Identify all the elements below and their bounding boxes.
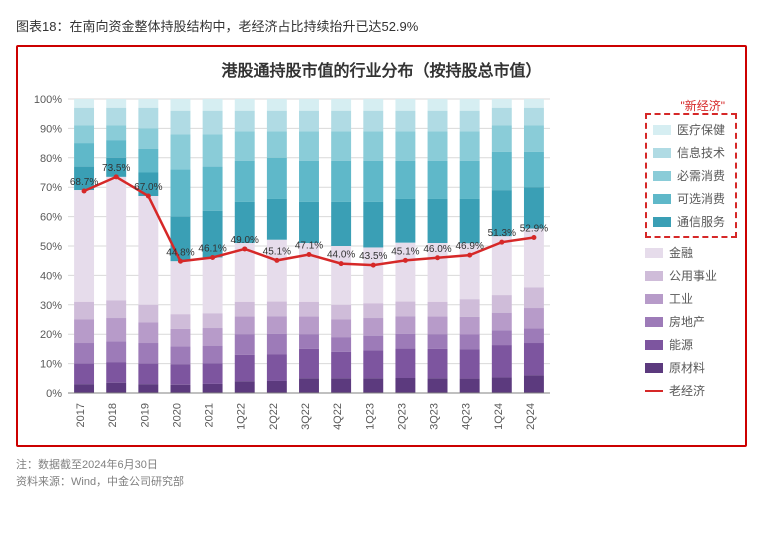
chart-container: 港股通持股市值的行业分布（按持股总市值） 0% 10% 20% 30% 40% 50% 60… xyxy=(16,45,747,447)
svg-text:73.5%: 73.5% xyxy=(102,163,130,174)
plot-area: 0% 10% 20% 30% 40% 50% 60% 70% 80% 90% 100% 2017 201… xyxy=(26,89,637,439)
svg-text:2021: 2021 xyxy=(204,403,216,427)
svg-text:1Q23: 1Q23 xyxy=(364,403,376,430)
footnote-line: 资料来源：Wind，中金公司研究部 xyxy=(16,474,747,491)
legend-line-swatch xyxy=(645,390,663,392)
svg-text:46.9%: 46.9% xyxy=(455,241,483,252)
legend-label: 原材料 xyxy=(669,359,705,376)
svg-text:2Q22: 2Q22 xyxy=(268,403,280,430)
svg-text:43.5%: 43.5% xyxy=(359,251,387,262)
legend-swatch xyxy=(645,340,663,350)
svg-text:47.1%: 47.1% xyxy=(295,241,323,252)
legend-label: 信息技术 xyxy=(677,144,725,161)
legend-item: 房地产 xyxy=(645,313,737,330)
svg-text:3Q22: 3Q22 xyxy=(300,403,312,430)
svg-text:67.0%: 67.0% xyxy=(134,182,162,193)
svg-text:44.0%: 44.0% xyxy=(327,250,355,261)
chart-svg: 0% 10% 20% 30% 40% 50% 60% 70% 80% 90% 100% 2017 201… xyxy=(26,89,556,439)
svg-text:2017: 2017 xyxy=(75,403,87,427)
legend-item: 通信服务 xyxy=(653,213,729,230)
legend-item: 可选消费 xyxy=(653,190,729,207)
svg-text:45.1%: 45.1% xyxy=(263,246,291,257)
svg-text:49.0%: 49.0% xyxy=(231,235,259,246)
svg-text:2018: 2018 xyxy=(107,403,119,427)
svg-text:0%: 0% xyxy=(46,388,62,400)
legend-label: 通信服务 xyxy=(677,213,725,230)
svg-text:2Q24: 2Q24 xyxy=(525,403,537,430)
svg-text:2020: 2020 xyxy=(171,403,183,427)
svg-text:45.1%: 45.1% xyxy=(391,246,419,257)
footnote-line: 注：数据截至2024年6月30日 xyxy=(16,457,747,474)
legend-label: 房地产 xyxy=(669,313,705,330)
svg-text:4Q22: 4Q22 xyxy=(332,403,344,430)
svg-text:1Q22: 1Q22 xyxy=(236,403,248,430)
legend-group-title: "新经济" xyxy=(680,97,725,114)
legend-swatch xyxy=(653,125,671,135)
figure-caption: 图表18：在南向资金整体持股结构中，老经济占比持续抬升已达52.9% xyxy=(16,16,747,35)
legend-item: 必需消费 xyxy=(653,167,729,184)
legend-label: 能源 xyxy=(669,336,693,353)
legend-item: 原材料 xyxy=(645,359,737,376)
chart-title: 港股通持股市值的行业分布（按持股总市值） xyxy=(26,57,737,81)
svg-text:3Q23: 3Q23 xyxy=(429,403,441,430)
legend-swatch xyxy=(653,148,671,158)
legend-swatch xyxy=(645,317,663,327)
svg-text:68.7%: 68.7% xyxy=(70,177,98,188)
legend-item: 公用事业 xyxy=(645,267,737,284)
legend-swatch xyxy=(653,194,671,204)
svg-text:100%: 100% xyxy=(34,94,62,106)
legend-swatch xyxy=(653,217,671,227)
legend-item: 信息技术 xyxy=(653,144,729,161)
svg-text:1Q24: 1Q24 xyxy=(493,403,505,430)
legend-item: 老经济 xyxy=(645,382,737,399)
legend-label: 公用事业 xyxy=(669,267,717,284)
svg-text:60%: 60% xyxy=(40,212,62,224)
legend-item: 能源 xyxy=(645,336,737,353)
legend-swatch xyxy=(645,248,663,258)
svg-text:2019: 2019 xyxy=(139,403,151,427)
svg-text:10%: 10% xyxy=(40,359,62,371)
svg-text:4Q23: 4Q23 xyxy=(461,403,473,430)
svg-text:51.3%: 51.3% xyxy=(488,228,516,239)
svg-text:40%: 40% xyxy=(40,270,62,282)
legend-swatch xyxy=(645,271,663,281)
chart-legend: "新经济" 医疗保健信息技术必需消费可选消费通信服务金融公用事业工业房地产能源原材… xyxy=(645,89,737,439)
legend-swatch xyxy=(645,294,663,304)
svg-text:80%: 80% xyxy=(40,153,62,165)
svg-text:50%: 50% xyxy=(40,241,62,253)
legend-item: 工业 xyxy=(645,290,737,307)
chart-footnote: 注：数据截至2024年6月30日 资料来源：Wind，中金公司研究部 xyxy=(16,457,747,490)
legend-item: 金融 xyxy=(645,244,737,261)
svg-text:90%: 90% xyxy=(40,123,62,135)
svg-text:70%: 70% xyxy=(40,182,62,194)
legend-label: 必需消费 xyxy=(677,167,725,184)
svg-text:30%: 30% xyxy=(40,300,62,312)
svg-text:46.0%: 46.0% xyxy=(423,244,451,255)
svg-text:44.8%: 44.8% xyxy=(166,247,194,258)
svg-text:46.1%: 46.1% xyxy=(198,243,226,254)
svg-text:20%: 20% xyxy=(40,329,62,341)
legend-label: 可选消费 xyxy=(677,190,725,207)
legend-label: 工业 xyxy=(669,290,693,307)
legend-label: 金融 xyxy=(669,244,693,261)
legend-swatch xyxy=(645,363,663,373)
legend-new-economy-box: "新经济"医疗保健信息技术必需消费可选消费通信服务 xyxy=(645,113,737,238)
svg-text:52.9%: 52.9% xyxy=(520,223,548,234)
legend-swatch xyxy=(653,171,671,181)
legend-label: 老经济 xyxy=(669,382,705,399)
legend-item: 医疗保健 xyxy=(653,121,729,138)
legend-label: 医疗保健 xyxy=(677,121,725,138)
svg-text:2Q23: 2Q23 xyxy=(396,403,408,430)
